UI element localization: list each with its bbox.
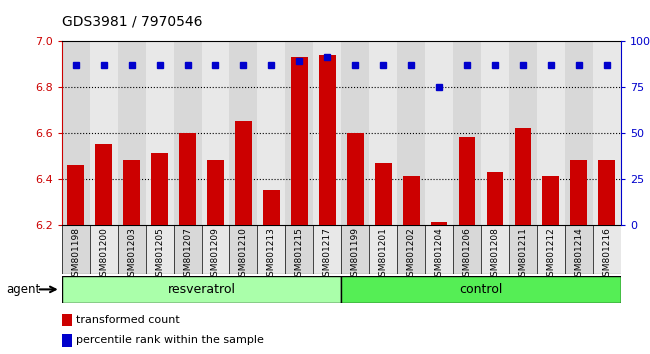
Bar [341, 41, 369, 225]
Bar [90, 41, 118, 225]
Bar [235, 121, 252, 225]
Bar [96, 144, 112, 225]
Bar [537, 41, 565, 225]
Bar [347, 133, 363, 225]
Bar [285, 41, 313, 225]
Text: GSM801214: GSM801214 [575, 227, 583, 282]
Bar [62, 225, 90, 274]
Bar [397, 41, 425, 225]
Text: agent: agent [6, 283, 41, 296]
Bar [263, 190, 280, 225]
Text: GSM801211: GSM801211 [519, 227, 527, 282]
Text: GSM801206: GSM801206 [463, 227, 471, 282]
Bar [341, 276, 621, 303]
Bar [369, 41, 397, 225]
Bar [285, 225, 313, 274]
Text: GSM801199: GSM801199 [351, 227, 359, 282]
Bar [509, 41, 537, 225]
Bar [257, 225, 285, 274]
Text: GSM801215: GSM801215 [295, 227, 304, 282]
Bar [369, 225, 397, 274]
Bar [124, 160, 140, 225]
Bar [62, 276, 341, 303]
Bar [453, 41, 481, 225]
Text: GSM801200: GSM801200 [99, 227, 108, 282]
Bar [118, 225, 146, 274]
Bar [487, 172, 503, 225]
Text: GSM801210: GSM801210 [239, 227, 248, 282]
Bar [151, 154, 168, 225]
Bar [174, 41, 202, 225]
Bar [481, 225, 509, 274]
Text: GSM801212: GSM801212 [547, 227, 555, 282]
Bar [319, 55, 335, 225]
Bar [179, 133, 196, 225]
Bar [593, 41, 621, 225]
Bar [62, 334, 72, 347]
Text: GSM801207: GSM801207 [183, 227, 192, 282]
Text: GSM801201: GSM801201 [379, 227, 387, 282]
Bar [202, 41, 229, 225]
Bar [291, 57, 307, 225]
Bar [68, 165, 84, 225]
Bar [62, 41, 90, 225]
Text: GSM801217: GSM801217 [323, 227, 332, 282]
Bar [543, 176, 559, 225]
Bar [431, 223, 447, 225]
Bar [397, 225, 425, 274]
Text: control: control [460, 283, 502, 296]
Bar [257, 41, 285, 225]
Bar [313, 225, 341, 274]
Text: GSM801198: GSM801198 [72, 227, 80, 282]
Text: resveratrol: resveratrol [168, 283, 235, 296]
Bar [425, 41, 453, 225]
Bar [229, 41, 257, 225]
Bar [509, 225, 537, 274]
Text: transformed count: transformed count [75, 315, 179, 325]
Text: GSM801213: GSM801213 [267, 227, 276, 282]
Bar [229, 225, 257, 274]
Text: GSM801202: GSM801202 [407, 227, 415, 282]
Bar [599, 160, 615, 225]
Text: GSM801203: GSM801203 [127, 227, 136, 282]
Text: GSM801208: GSM801208 [491, 227, 499, 282]
Bar [375, 163, 391, 225]
Text: GDS3981 / 7970546: GDS3981 / 7970546 [62, 14, 202, 28]
Bar [537, 225, 565, 274]
Text: GSM801216: GSM801216 [603, 227, 611, 282]
Bar [571, 160, 587, 225]
Bar [565, 41, 593, 225]
Bar [565, 225, 593, 274]
Bar [453, 225, 481, 274]
Bar [146, 225, 174, 274]
Text: GSM801209: GSM801209 [211, 227, 220, 282]
Bar [207, 160, 224, 225]
Bar [90, 225, 118, 274]
Bar [118, 41, 146, 225]
Bar [459, 137, 475, 225]
Bar [341, 225, 369, 274]
Bar [515, 128, 531, 225]
Bar [313, 41, 341, 225]
Text: GSM801204: GSM801204 [435, 227, 443, 282]
Bar [62, 314, 72, 326]
Bar [593, 225, 621, 274]
Text: GSM801205: GSM801205 [155, 227, 164, 282]
Bar [425, 225, 453, 274]
Bar [403, 176, 419, 225]
Text: percentile rank within the sample: percentile rank within the sample [75, 335, 264, 345]
Bar [481, 41, 509, 225]
Bar [202, 225, 229, 274]
Bar [174, 225, 202, 274]
Bar [146, 41, 174, 225]
